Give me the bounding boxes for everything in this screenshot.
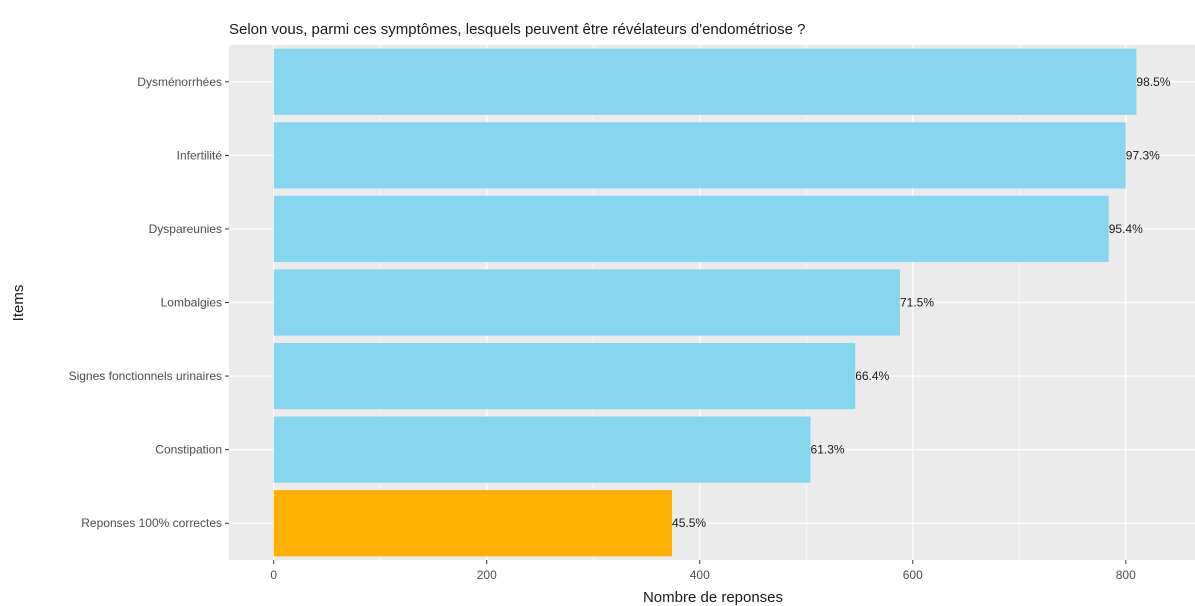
- y-tick-label: Signes fonctionnels urinaires: [69, 369, 222, 383]
- x-tick-label: 0: [270, 568, 277, 582]
- bar: [273, 342, 856, 410]
- bar: [273, 122, 1126, 189]
- bar: [273, 416, 811, 483]
- y-tick-label: Dyspareunies: [149, 222, 222, 236]
- y-tick-label: Reponses 100% correctes: [81, 516, 222, 530]
- y-axis: Dysménorrhées Infertilité Dyspareunies Lomb…: [69, 75, 229, 530]
- y-tick-label: Dysménorrhées: [137, 75, 222, 89]
- x-tick-label: 800: [1116, 568, 1136, 582]
- y-tick-label: Constipation: [155, 443, 222, 457]
- chart-title: Selon vous, parmi ces symptômes, lesquel…: [229, 21, 806, 38]
- bar-value-label: 97.3%: [1126, 148, 1160, 162]
- bar-value-label: 45.5%: [672, 516, 706, 530]
- bar-value-label: 95.4%: [1109, 222, 1143, 236]
- bar-value-label: 71.5%: [900, 296, 934, 310]
- y-tick-label: Lombalgies: [161, 296, 222, 310]
- bar-value-label: 61.3%: [811, 443, 845, 457]
- bar: [273, 195, 1109, 263]
- bar: [273, 269, 900, 336]
- bar: [273, 490, 673, 557]
- bar: [273, 48, 1137, 115]
- y-tick-label: Infertilité: [177, 148, 223, 162]
- bar-value-label: 66.4%: [855, 369, 889, 383]
- x-tick-label: 400: [690, 568, 710, 582]
- x-axis: 0 200 400 600 800: [270, 560, 1136, 582]
- x-tick-label: 200: [477, 568, 497, 582]
- x-axis-title: Nombre de reponses: [643, 589, 783, 606]
- x-tick-label: 600: [903, 568, 923, 582]
- y-axis-title: Items: [10, 285, 27, 322]
- bar-value-label: 98.5%: [1136, 75, 1170, 89]
- bar-data-labels: 98.5% 97.3% 95.4% 71.5% 66.4% 61.3% 45.5%: [672, 75, 1171, 530]
- bars: [273, 48, 1137, 557]
